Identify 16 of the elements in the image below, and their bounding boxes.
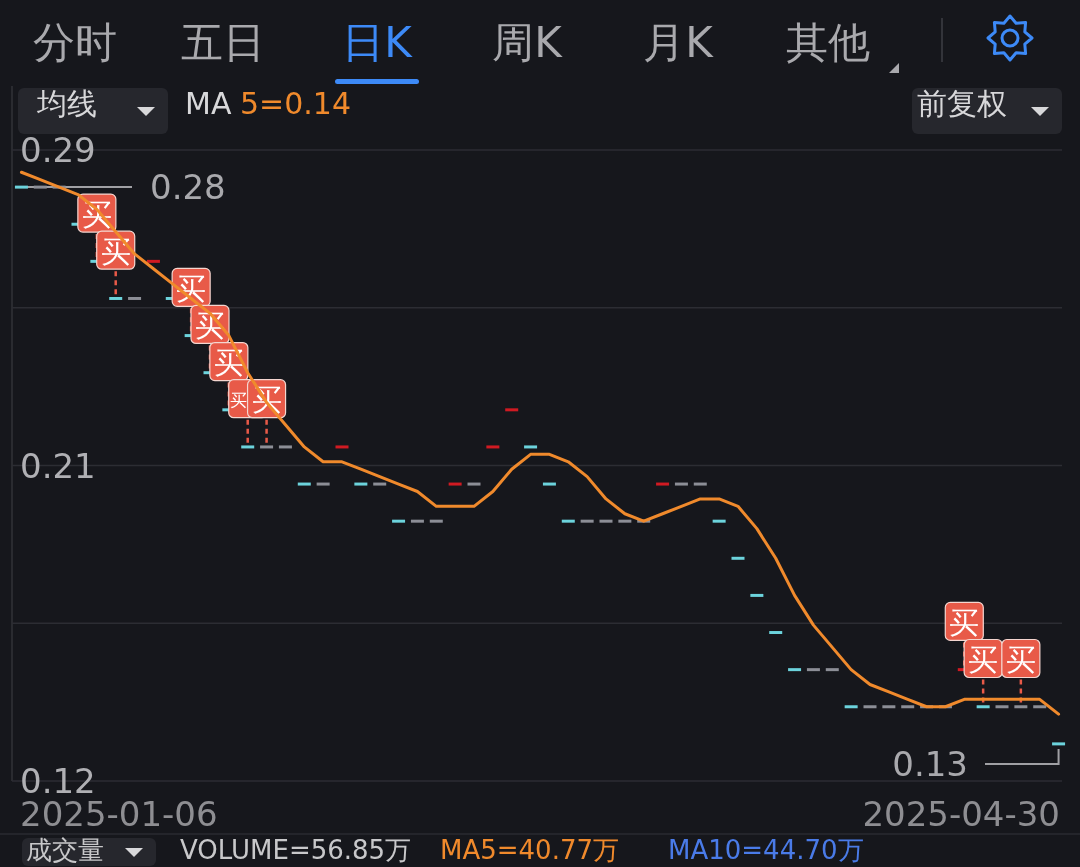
annotation: 均线 — [37, 86, 97, 121]
annotation: 分时 — [33, 18, 117, 67]
annotation: MA10=44.70万 — [668, 835, 864, 865]
annotation: 2025-04-30 — [862, 794, 1060, 834]
annotation: 0.13 — [892, 743, 968, 784]
annotation: 月K — [643, 18, 713, 67]
annotation: 周K — [492, 18, 562, 67]
annotation: VOLUME=56.85万 — [180, 835, 412, 865]
annotation: MA — [185, 86, 232, 121]
annotation: 0.28 — [150, 167, 226, 208]
annotation: 五日 — [181, 18, 265, 67]
annotation: MA5=40.77万 — [440, 835, 619, 865]
annotation: 前复权 — [917, 86, 1007, 121]
annotation: 其他 — [786, 18, 870, 67]
annotation: 日K — [342, 18, 412, 67]
annotation: 成交量 — [26, 835, 104, 865]
